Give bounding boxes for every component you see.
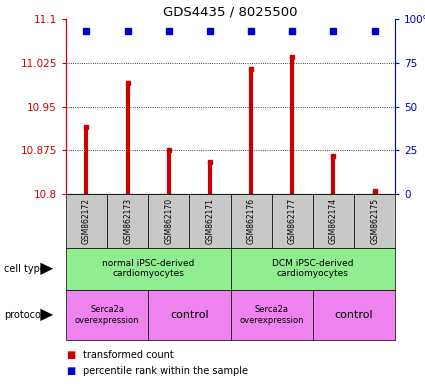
Text: GSM862177: GSM862177 <box>288 198 297 244</box>
Text: GSM862172: GSM862172 <box>82 198 91 244</box>
Text: GSM862173: GSM862173 <box>123 198 132 244</box>
Bar <box>313 194 354 248</box>
Text: control: control <box>335 310 374 320</box>
Title: GDS4435 / 8025500: GDS4435 / 8025500 <box>163 5 298 18</box>
Bar <box>313 290 395 340</box>
Text: ■: ■ <box>66 350 75 360</box>
Bar <box>66 194 107 248</box>
Text: protocol: protocol <box>4 310 44 320</box>
Bar <box>272 194 313 248</box>
Text: Serca2a
overexpression: Serca2a overexpression <box>239 305 304 324</box>
Bar <box>190 194 230 248</box>
Text: GSM862176: GSM862176 <box>246 198 256 244</box>
Bar <box>148 290 230 340</box>
Text: GSM862170: GSM862170 <box>164 198 173 244</box>
Bar <box>66 248 230 290</box>
Bar <box>107 194 148 248</box>
Text: cell type: cell type <box>4 264 46 274</box>
Text: GSM862171: GSM862171 <box>205 198 215 244</box>
Text: GSM862174: GSM862174 <box>329 198 338 244</box>
Text: ■: ■ <box>66 366 75 376</box>
Text: GSM862175: GSM862175 <box>370 198 379 244</box>
Bar <box>230 194 272 248</box>
Bar <box>230 290 313 340</box>
Text: normal iPSC-derived
cardiomyocytes: normal iPSC-derived cardiomyocytes <box>102 259 194 278</box>
Polygon shape <box>40 263 53 275</box>
Text: transformed count: transformed count <box>83 350 174 360</box>
Text: Serca2a
overexpression: Serca2a overexpression <box>75 305 139 324</box>
Bar <box>148 194 190 248</box>
Bar <box>230 248 395 290</box>
Bar <box>66 290 148 340</box>
Text: control: control <box>170 310 209 320</box>
Polygon shape <box>40 309 53 321</box>
Text: percentile rank within the sample: percentile rank within the sample <box>83 366 248 376</box>
Bar <box>354 194 395 248</box>
Text: DCM iPSC-derived
cardiomyocytes: DCM iPSC-derived cardiomyocytes <box>272 259 354 278</box>
